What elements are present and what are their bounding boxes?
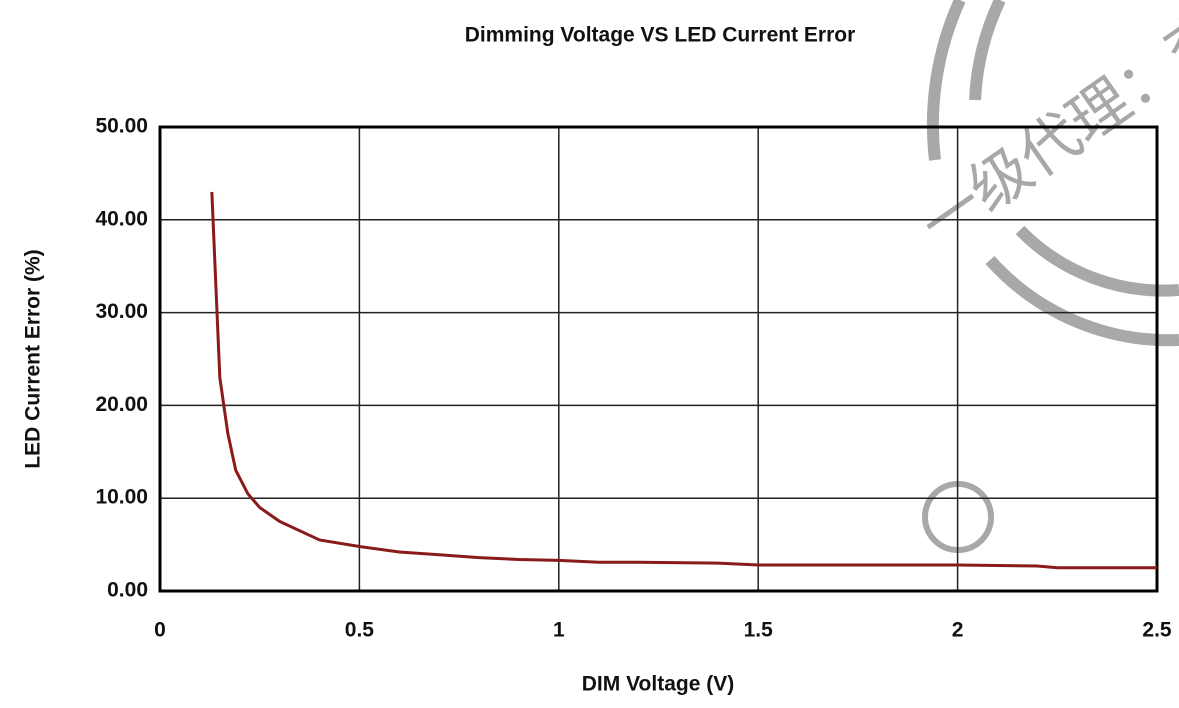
x-tick-label: 1 [553,619,565,642]
y-tick-label: 30.00 [95,300,148,323]
x-tick-label: 0 [154,619,166,642]
y-tick-label: 40.00 [95,207,148,230]
plot-frame [158,125,1159,593]
data-line [210,191,1157,570]
x-tick-label: 2.5 [1142,619,1172,642]
y-tick-label: 50.00 [95,115,148,138]
x-tick-label: 2 [952,619,964,642]
x-axis-label: DIM Voltage (V) [582,673,734,696]
y-tick-label: 20.00 [95,393,148,416]
x-tick-label: 1.5 [744,619,774,642]
y-tick-label: 10.00 [95,486,148,509]
x-tick-label: 0.5 [345,619,375,642]
y-axis-label: LED Current Error (%) [22,249,45,468]
y-tick-label: 0.00 [107,579,148,602]
chart-title: Dimming Voltage VS LED Current Error [465,24,856,47]
